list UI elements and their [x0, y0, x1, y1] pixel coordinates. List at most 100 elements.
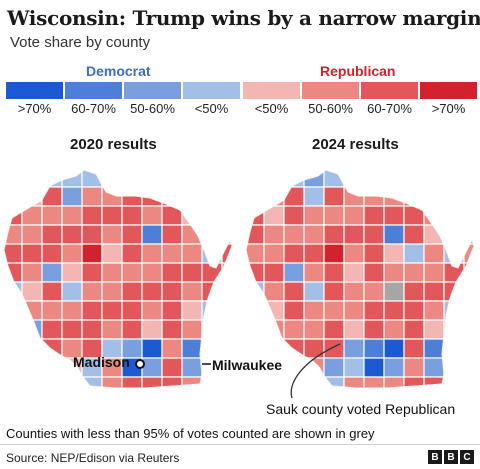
county — [303, 376, 325, 388]
county — [161, 262, 183, 283]
county — [121, 205, 143, 226]
county — [383, 338, 405, 359]
county — [41, 170, 63, 188]
county — [221, 319, 232, 340]
county — [221, 281, 232, 302]
county — [343, 224, 365, 245]
county — [403, 338, 425, 359]
county — [181, 281, 203, 302]
legend-swatch-rep-under50 — [243, 82, 300, 99]
county — [141, 300, 163, 321]
legend-label-rep-70plus: >70% — [431, 101, 466, 116]
county — [21, 186, 43, 207]
county — [363, 376, 385, 388]
legend-label-rep-60-70: 60-70% — [367, 101, 412, 116]
county — [181, 186, 203, 207]
map-annotations — [135, 343, 341, 399]
county — [263, 243, 285, 264]
bbc-logo-letter: B — [444, 450, 458, 464]
county — [41, 224, 63, 245]
county — [463, 243, 474, 264]
county — [246, 205, 265, 226]
county — [343, 281, 365, 302]
county — [443, 357, 465, 378]
county — [423, 338, 445, 359]
legend-label-dem-70plus: >70% — [17, 101, 52, 116]
county — [201, 319, 223, 340]
county — [383, 186, 405, 207]
legend-democrat-heading: Democrat — [86, 63, 151, 79]
county — [463, 319, 474, 340]
county — [283, 243, 305, 264]
county — [363, 170, 385, 188]
county — [283, 281, 305, 302]
county — [41, 300, 63, 321]
county — [81, 281, 103, 302]
county — [443, 281, 465, 302]
county — [101, 224, 123, 245]
county — [121, 300, 143, 321]
county — [141, 262, 163, 283]
county — [61, 186, 83, 207]
county — [41, 357, 63, 378]
state-outline — [4, 170, 232, 388]
county — [423, 186, 445, 207]
county — [323, 319, 345, 340]
county — [161, 186, 183, 207]
county — [263, 338, 285, 359]
county — [263, 224, 285, 245]
county — [61, 319, 83, 340]
county — [4, 281, 23, 302]
county — [121, 281, 143, 302]
county — [246, 376, 265, 388]
county — [303, 300, 325, 321]
county — [121, 170, 143, 188]
county — [161, 281, 183, 302]
county — [403, 224, 425, 245]
county — [343, 376, 365, 388]
county — [41, 338, 63, 359]
county — [246, 281, 265, 302]
county — [463, 357, 474, 378]
county — [343, 319, 365, 340]
county — [141, 319, 163, 340]
county — [423, 170, 445, 188]
county — [383, 224, 405, 245]
county — [61, 300, 83, 321]
county — [161, 170, 183, 188]
county — [81, 186, 103, 207]
county — [221, 205, 232, 226]
county — [323, 281, 345, 302]
county — [41, 186, 63, 207]
county — [246, 224, 265, 245]
county — [101, 262, 123, 283]
county — [423, 205, 445, 226]
county — [383, 281, 405, 302]
county — [201, 376, 223, 388]
county — [161, 300, 183, 321]
county — [221, 300, 232, 321]
county — [423, 262, 445, 283]
county — [323, 186, 345, 207]
county — [303, 224, 325, 245]
county — [463, 186, 474, 207]
county — [4, 357, 23, 378]
county — [201, 281, 223, 302]
legend-swatch-rep-50-60 — [302, 82, 359, 99]
county — [4, 319, 23, 340]
county — [21, 262, 43, 283]
county — [343, 205, 365, 226]
bbc-logo: B B C — [428, 450, 474, 464]
source-credit: Source: NEP/Edison via Reuters — [6, 451, 180, 465]
county — [246, 170, 265, 188]
county — [403, 319, 425, 340]
county — [201, 170, 223, 188]
county — [383, 243, 405, 264]
chart-title: Wisconsin: Trump wins by a narrow margin — [7, 6, 480, 30]
county — [303, 357, 325, 378]
legend-republican-heading: Republican — [320, 63, 396, 79]
county — [303, 338, 325, 359]
county — [161, 338, 183, 359]
county — [343, 338, 365, 359]
